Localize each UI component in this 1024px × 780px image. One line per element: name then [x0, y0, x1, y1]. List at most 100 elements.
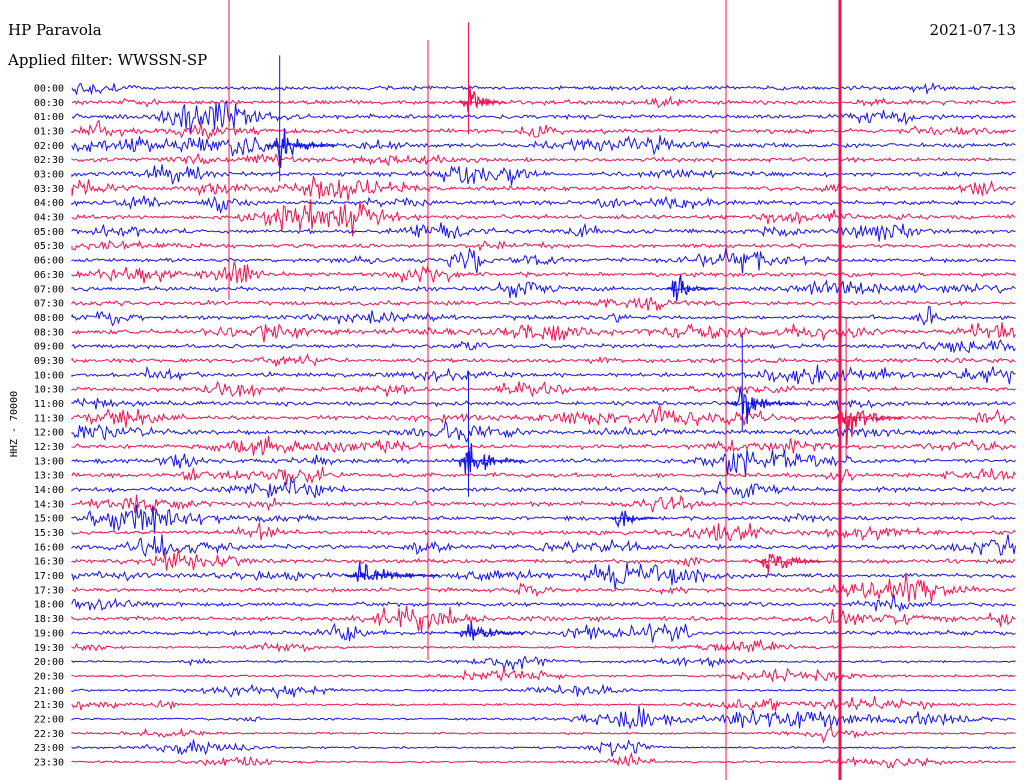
- station-title: HP Paravola: [8, 21, 102, 39]
- row-label-1130: 11:30: [34, 413, 64, 424]
- row-label-1330: 13:30: [34, 471, 64, 482]
- row-labels: 00:00 00:30 01:00 01:30 02:00 02:30 03:00 03:30…: [34, 84, 64, 769]
- trace-row-0630: [71, 260, 1016, 284]
- row-label-1400: 14:00: [34, 485, 64, 496]
- trace-row-1930: [71, 638, 1016, 654]
- trace-row-2100: [71, 683, 1016, 700]
- row-label-1600: 16:00: [34, 542, 64, 553]
- row-label-0230: 02:30: [34, 155, 64, 166]
- trace-row-2230: [71, 723, 1016, 744]
- row-label-0600: 06:00: [34, 256, 64, 267]
- trace-row-1030: [71, 380, 1016, 398]
- trace-row-1330: [71, 466, 1016, 485]
- row-label-1500: 15:00: [34, 514, 64, 525]
- trace-row-2330: [71, 751, 1016, 769]
- row-label-1230: 12:30: [34, 442, 64, 453]
- trace-row-0930: [71, 352, 1016, 367]
- row-label-0800: 08:00: [34, 313, 64, 324]
- row-label-1900: 19:00: [34, 628, 64, 639]
- trace-row-1900: [71, 622, 1016, 643]
- event-7: [345, 562, 441, 582]
- trace-row-0230: [71, 152, 1016, 167]
- row-label-2030: 20:30: [34, 671, 64, 682]
- event-1: [458, 85, 507, 113]
- row-label-0530: 05:30: [34, 241, 64, 252]
- row-label-1800: 18:00: [34, 600, 64, 611]
- row-label-0330: 03:30: [34, 184, 64, 195]
- row-label-1100: 11:00: [34, 399, 64, 410]
- row-label-0300: 03:00: [34, 170, 64, 181]
- trace-row-0600: [71, 246, 1016, 274]
- trace-row-1430: [71, 494, 1016, 514]
- trace-row-0000: [71, 81, 1016, 96]
- row-label-0200: 02:00: [34, 141, 64, 152]
- event-8: [454, 622, 525, 641]
- event-4: [727, 387, 799, 424]
- row-label-0700: 07:00: [34, 284, 64, 295]
- trace-row-0300: [71, 164, 1016, 186]
- event-2: [454, 443, 525, 474]
- row-label-1300: 13:00: [34, 456, 64, 467]
- trace-row-1630: [71, 548, 1016, 571]
- event-9: [609, 510, 658, 529]
- seismic-traces: [71, 81, 1016, 769]
- trace-row-1830: [71, 605, 1016, 632]
- row-label-2330: 23:30: [34, 757, 64, 768]
- trace-row-0400: [71, 195, 1016, 215]
- trace-row-1200: [71, 419, 1016, 443]
- row-label-1830: 18:30: [34, 614, 64, 625]
- row-label-0400: 04:00: [34, 198, 64, 209]
- event-5: [666, 274, 715, 302]
- trace-row-1300: [71, 449, 1016, 477]
- trace-row-2200: [71, 705, 1016, 730]
- row-label-0130: 01:30: [34, 127, 64, 138]
- row-label-2200: 22:00: [34, 714, 64, 725]
- trace-row-1130: [71, 403, 1016, 428]
- event-3: [831, 409, 903, 446]
- trace-row-2130: [71, 695, 1016, 711]
- trace-row-1100: [71, 397, 1016, 411]
- trace-row-1530: [71, 522, 1016, 542]
- trace-row-2030: [71, 667, 1016, 683]
- date-label: 2021-07-13: [929, 21, 1016, 39]
- row-label-2300: 23:00: [34, 743, 64, 754]
- row-label-0830: 08:30: [34, 327, 64, 338]
- row-label-0500: 05:00: [34, 227, 64, 238]
- trace-row-0130: [71, 119, 1016, 141]
- row-label-2000: 20:00: [34, 657, 64, 668]
- trace-row-2300: [71, 739, 1016, 757]
- row-label-1030: 10:30: [34, 385, 64, 396]
- trace-row-1800: [71, 594, 1016, 613]
- row-label-0030: 00:30: [34, 98, 64, 109]
- trace-row-0500: [71, 222, 1016, 242]
- row-label-1530: 15:30: [34, 528, 64, 539]
- row-label-1000: 10:00: [34, 370, 64, 381]
- trace-row-0330: [71, 175, 1016, 201]
- trace-row-1600: [71, 534, 1016, 558]
- trace-row-0800: [71, 306, 1016, 327]
- trace-row-2000: [71, 655, 1016, 671]
- trace-row-0830: [71, 322, 1016, 343]
- row-label-0430: 04:30: [34, 213, 64, 224]
- trace-row-1730: [71, 573, 1016, 603]
- trace-row-1400: [71, 477, 1016, 499]
- row-label-0730: 07:30: [34, 299, 64, 310]
- filter-label: Applied filter: WWSSN-SP: [8, 51, 208, 69]
- row-label-2100: 21:00: [34, 686, 64, 697]
- row-label-0100: 01:00: [34, 112, 64, 123]
- row-label-0930: 09:30: [34, 356, 64, 367]
- row-label-0000: 00:00: [34, 84, 64, 95]
- trace-row-1500: [71, 504, 1016, 534]
- row-label-1630: 16:30: [34, 557, 64, 568]
- row-label-1430: 14:30: [34, 499, 64, 510]
- event-6: [755, 553, 827, 573]
- row-label-1930: 19:30: [34, 643, 64, 654]
- trace-row-1000: [71, 364, 1016, 385]
- trace-row-0100: [71, 100, 1016, 134]
- channel-label: HHZ - 70000: [9, 391, 20, 457]
- trace-row-0200: [71, 135, 1016, 157]
- trace-row-0700: [71, 279, 1016, 299]
- row-label-1700: 17:00: [34, 571, 64, 582]
- trace-row-0900: [71, 338, 1016, 354]
